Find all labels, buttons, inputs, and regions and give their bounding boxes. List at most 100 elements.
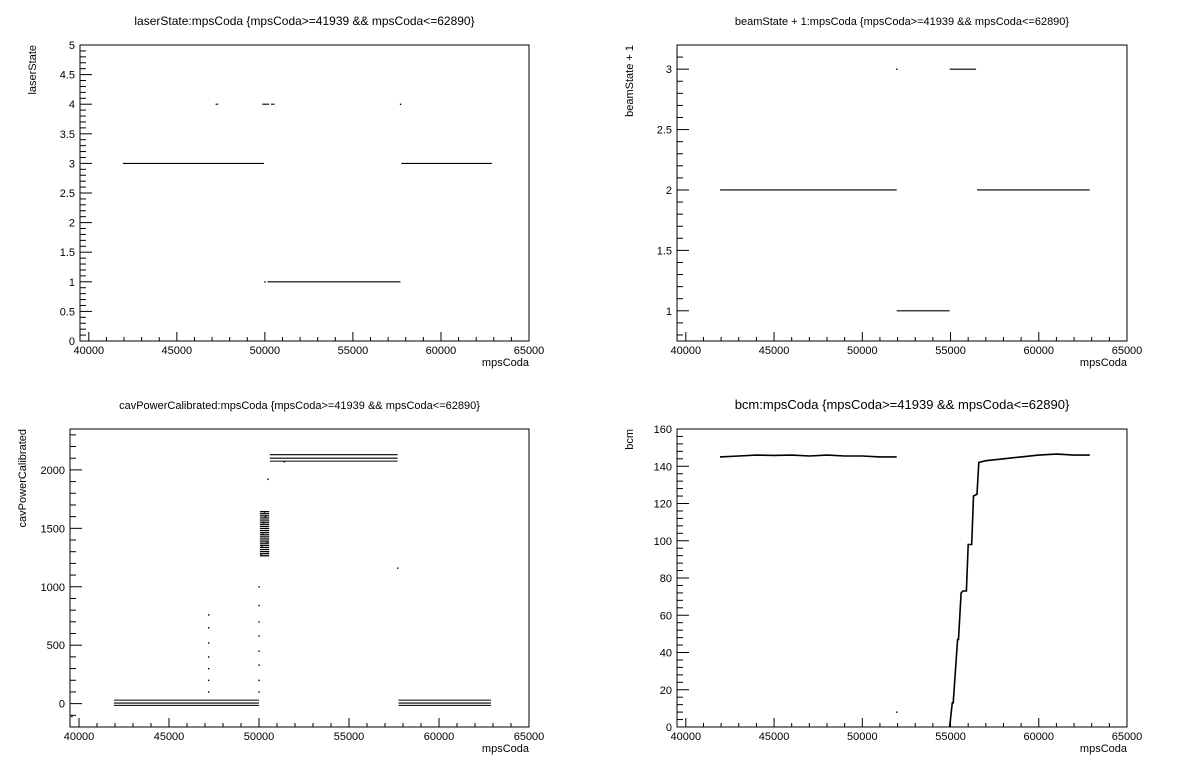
data-point [266, 529, 268, 532]
data-point [265, 536, 267, 538]
series-line [719, 454, 897, 458]
data-point [261, 538, 263, 540]
data-point [263, 555, 265, 557]
data-point [266, 523, 268, 525]
data-point [260, 523, 262, 525]
data-point [260, 542, 262, 544]
plot-frame [69, 428, 530, 728]
chart-title: bcm:mpsCoda {mpsCoda>=41939 && mpsCoda<=… [735, 397, 1070, 412]
data-point [265, 521, 267, 523]
data-point [259, 519, 262, 521]
x-tick-label: 65000 [1112, 731, 1143, 743]
data-point [267, 542, 269, 544]
data-point [263, 519, 265, 521]
x-tick-label: 60000 [1023, 731, 1054, 743]
data-point [260, 548, 262, 551]
data-point [258, 586, 260, 588]
data-point [259, 513, 262, 515]
data-point [208, 679, 210, 682]
y-tick-label: 160 [654, 424, 672, 436]
data-point [261, 551, 263, 553]
y-tick-label: 40 [660, 648, 672, 660]
data-point [258, 664, 260, 666]
y-tick-label: 1 [666, 306, 672, 318]
data-point [267, 523, 269, 525]
data-point [259, 521, 262, 523]
data-point [258, 621, 260, 623]
data-point [266, 517, 268, 519]
x-axis-label: mpsCoda [1080, 357, 1128, 369]
x-tick-label: 40000 [64, 731, 95, 743]
data-point [261, 540, 263, 542]
data-point [264, 281, 266, 283]
data-point [263, 511, 266, 513]
data-point [266, 515, 268, 517]
data-point [264, 517, 266, 519]
data-point [896, 711, 898, 713]
data-point [268, 527, 270, 530]
data-point [264, 515, 266, 517]
data-point [267, 538, 269, 540]
data-point [265, 527, 267, 530]
data-point [263, 542, 265, 544]
data-point [259, 525, 262, 527]
data-point [268, 534, 270, 536]
data-point [265, 544, 267, 546]
data-point [208, 642, 210, 644]
data-point [258, 679, 260, 682]
data-point [265, 551, 267, 553]
data-point [267, 515, 269, 517]
data-point [263, 546, 265, 548]
y-axis-label: bcm [624, 429, 636, 450]
data-point [267, 521, 269, 523]
data-point [283, 461, 285, 463]
y-tick-label: 120 [654, 499, 672, 511]
data-point [262, 551, 264, 553]
data-point [263, 513, 265, 515]
data-point [208, 627, 210, 629]
data-point [262, 546, 264, 548]
data-point [268, 538, 270, 540]
data-point [261, 525, 263, 527]
data-point [268, 519, 270, 521]
data-point [262, 517, 264, 519]
data-point [264, 553, 266, 555]
data-point [262, 523, 264, 525]
y-tick-label: 2000 [41, 465, 65, 477]
y-tick-label: 1 [69, 277, 75, 289]
data-point [262, 527, 264, 530]
data-point [266, 525, 268, 527]
data-point [267, 519, 269, 521]
data-point [268, 517, 270, 519]
data-point [267, 555, 269, 557]
data-point [264, 538, 266, 540]
x-tick-label: 50000 [847, 731, 878, 743]
data-point [265, 532, 267, 534]
data-point [268, 511, 270, 513]
data-point [262, 529, 264, 532]
data-point [266, 536, 268, 538]
data-point [259, 540, 262, 542]
data-point [268, 544, 270, 546]
data-point [268, 513, 270, 515]
data-point [264, 551, 266, 553]
data-point [265, 523, 267, 525]
data-point [264, 527, 266, 530]
data-point [260, 521, 262, 523]
x-tick-label: 50000 [250, 345, 281, 357]
data-point [265, 519, 267, 521]
data-point [261, 511, 263, 513]
data-point [268, 521, 270, 523]
chart-panel-1: laserState:mpsCoda {mpsCoda>=41939 && mp… [27, 14, 544, 369]
data-point [262, 511, 264, 513]
data-point [264, 523, 266, 525]
data-point [261, 527, 263, 530]
data-point [264, 544, 266, 546]
data-point [266, 542, 268, 544]
x-tick-label: 55000 [338, 345, 369, 357]
data-point [262, 553, 264, 555]
data-point [265, 511, 267, 513]
data-point [264, 521, 266, 523]
data-point [263, 544, 265, 546]
data-point [268, 536, 270, 538]
